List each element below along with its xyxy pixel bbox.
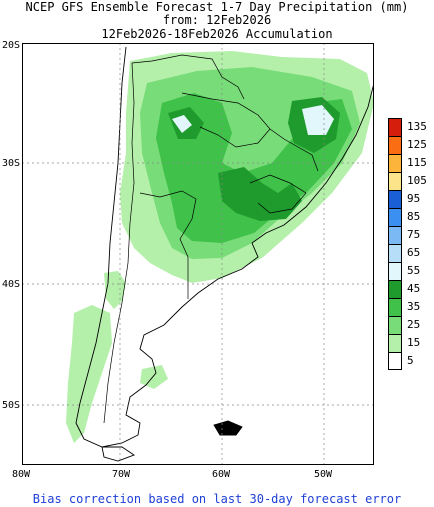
legend-label: 25 (407, 318, 421, 331)
legend-item: 45 (388, 280, 434, 298)
legend-swatch (388, 190, 402, 208)
legend-item: 25 (388, 316, 434, 334)
border-chile-argentina (103, 62, 135, 424)
legend-item: 95 (388, 190, 434, 208)
precip-legend: 135 125 115 105 95 85 75 65 55 45 35 25 15 5 (388, 118, 434, 370)
lat-label-40s: 40S (2, 279, 21, 290)
legend-item: 135 (388, 118, 434, 136)
precip-shading (66, 51, 374, 443)
south-america-coast (75, 46, 374, 448)
legend-item: 55 (388, 262, 434, 280)
legend-item: 115 (388, 154, 434, 172)
legend-label: 95 (407, 192, 421, 205)
lat-label-30s: 30S (2, 158, 21, 169)
coastline (75, 46, 374, 462)
lat-label-50s: 50S (2, 400, 21, 411)
precip-band-5-coast (140, 365, 168, 389)
legend-label: 5 (407, 354, 414, 367)
border-uruguay (249, 174, 307, 214)
legend-swatch (388, 226, 402, 244)
map-title-line-3: 12Feb2026-18Feb2026 Accumulation (101, 27, 333, 41)
lon-label-80w: 80W (12, 469, 31, 480)
legend-swatch (388, 262, 402, 280)
legend-item: 85 (388, 208, 434, 226)
legend-item: 125 (388, 136, 434, 154)
legend-label: 105 (407, 174, 427, 187)
border-brazil-argentina (269, 128, 319, 172)
legend-item: 105 (388, 172, 434, 190)
legend-swatch (388, 136, 402, 154)
tierra-del-fuego (101, 446, 135, 462)
precip-band-35-b (218, 167, 302, 221)
legend-label: 45 (407, 282, 421, 295)
legend-swatch (388, 208, 402, 226)
legend-swatch (388, 172, 402, 190)
precip-band-5-south (104, 271, 126, 309)
border-bolivia (131, 54, 245, 100)
legend-swatch (388, 244, 402, 262)
legend-item: 5 (388, 352, 434, 370)
country-borders (103, 54, 319, 424)
legend-label: 115 (407, 156, 427, 169)
precipitation-map (22, 43, 374, 465)
lat-label-20s: 20S (2, 40, 21, 51)
legend-swatch (388, 280, 402, 298)
legend-label: 15 (407, 336, 421, 349)
legend-swatch (388, 118, 402, 136)
legend-swatch (388, 352, 402, 370)
map-title-line-1: NCEP GFS Ensemble Forecast 1-7 Day Preci… (25, 0, 409, 14)
bias-correction-note: Bias correction based on last 30-day for… (32, 492, 402, 506)
precip-band-45-b (172, 115, 192, 133)
legend-item: 35 (388, 298, 434, 316)
legend-label: 55 (407, 264, 421, 277)
precip-band-45 (302, 105, 334, 135)
precip-band-5-patagonia (66, 305, 112, 443)
lon-label-60w: 60W (212, 469, 231, 480)
legend-label: 35 (407, 300, 421, 313)
legend-label: 125 (407, 138, 427, 151)
legend-swatch (388, 316, 402, 334)
lon-label-50w: 50W (314, 469, 333, 480)
legend-label: 75 (407, 228, 421, 241)
legend-item: 65 (388, 244, 434, 262)
graticule (22, 43, 374, 465)
map-frame (22, 43, 374, 465)
falkland-islands (213, 420, 243, 436)
legend-swatch (388, 154, 402, 172)
legend-item: 15 (388, 334, 434, 352)
legend-label: 85 (407, 210, 421, 223)
border-argentina-provinces (139, 190, 197, 299)
map-title-line-2: from: 12Feb2026 (162, 13, 272, 27)
legend-swatch (388, 298, 402, 316)
lon-label-70w: 70W (112, 469, 131, 480)
legend-item: 75 (388, 226, 434, 244)
legend-label: 65 (407, 246, 421, 259)
legend-label: 135 (407, 120, 427, 133)
legend-swatch (388, 334, 402, 352)
